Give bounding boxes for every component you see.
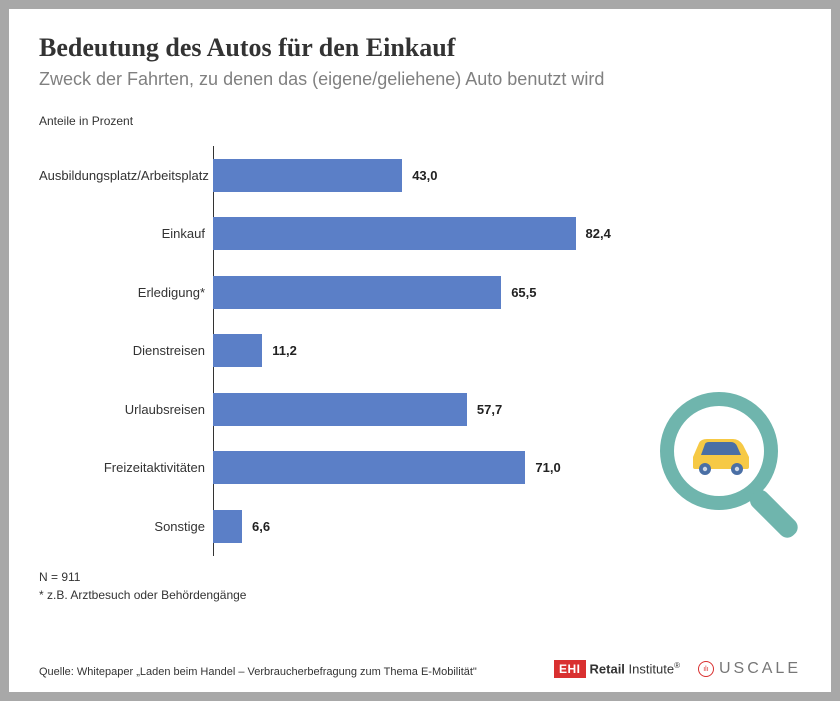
bar-row: Einkauf 82,4 bbox=[39, 205, 801, 264]
bar-row: Ausbildungsplatz/Arbeitsplatz 43,0 bbox=[39, 146, 801, 205]
uscale-text: USCALE bbox=[719, 660, 801, 678]
bar-row: Dienstreisen 11,2 bbox=[39, 322, 801, 381]
uscale-mark: ılı bbox=[698, 661, 714, 677]
category-label: Ausbildungsplatz/Arbeitsplatz bbox=[39, 168, 213, 183]
chart-subtitle: Zweck der Fahrten, zu denen das (eigene/… bbox=[39, 69, 801, 90]
bar-track: 65,5 bbox=[213, 263, 801, 322]
bar bbox=[213, 276, 501, 309]
category-label: Sonstige bbox=[39, 519, 213, 534]
value-label: 82,4 bbox=[586, 226, 611, 241]
ehi-logo: EHI Retail Institute® bbox=[554, 660, 680, 678]
sample-size: N = 911 bbox=[39, 568, 801, 586]
logo-group: EHI Retail Institute® ılı USCALE bbox=[554, 660, 801, 678]
ehi-box: EHI bbox=[554, 660, 586, 678]
bar-row: Erledigung* 65,5 bbox=[39, 263, 801, 322]
value-label: 6,6 bbox=[252, 519, 270, 534]
category-label: Einkauf bbox=[39, 226, 213, 241]
bar bbox=[213, 510, 242, 543]
bar bbox=[213, 393, 467, 426]
value-label: 57,7 bbox=[477, 402, 502, 417]
value-label: 65,5 bbox=[511, 285, 536, 300]
chart-notes: N = 911 * z.B. Arztbesuch oder Behördeng… bbox=[39, 568, 801, 604]
bar bbox=[213, 159, 402, 192]
value-label: 43,0 bbox=[412, 168, 437, 183]
bar bbox=[213, 451, 525, 484]
bar-track: 43,0 bbox=[213, 146, 801, 205]
footnote: * z.B. Arztbesuch oder Behördengänge bbox=[39, 586, 801, 604]
chart-title: Bedeutung des Autos für den Einkauf bbox=[39, 33, 801, 63]
ehi-text: Retail Institute® bbox=[590, 661, 680, 676]
category-label: Dienstreisen bbox=[39, 343, 213, 358]
source-text: Quelle: Whitepaper „Laden beim Handel – … bbox=[39, 666, 477, 678]
bar bbox=[213, 334, 262, 367]
axis-label: Anteile in Prozent bbox=[39, 114, 801, 128]
category-label: Erledigung* bbox=[39, 285, 213, 300]
chart-card: Bedeutung des Autos für den Einkauf Zwec… bbox=[9, 9, 831, 692]
value-label: 11,2 bbox=[272, 343, 297, 358]
magnifier-car-icon bbox=[631, 379, 811, 559]
category-label: Freizeitaktivitäten bbox=[39, 460, 213, 475]
bar-track: 82,4 bbox=[213, 205, 801, 264]
footer: Quelle: Whitepaper „Laden beim Handel – … bbox=[39, 660, 801, 678]
value-label: 71,0 bbox=[535, 460, 560, 475]
uscale-logo: ılı USCALE bbox=[698, 660, 801, 678]
category-label: Urlaubsreisen bbox=[39, 402, 213, 417]
bar bbox=[213, 217, 576, 250]
bar-track: 11,2 bbox=[213, 322, 801, 381]
